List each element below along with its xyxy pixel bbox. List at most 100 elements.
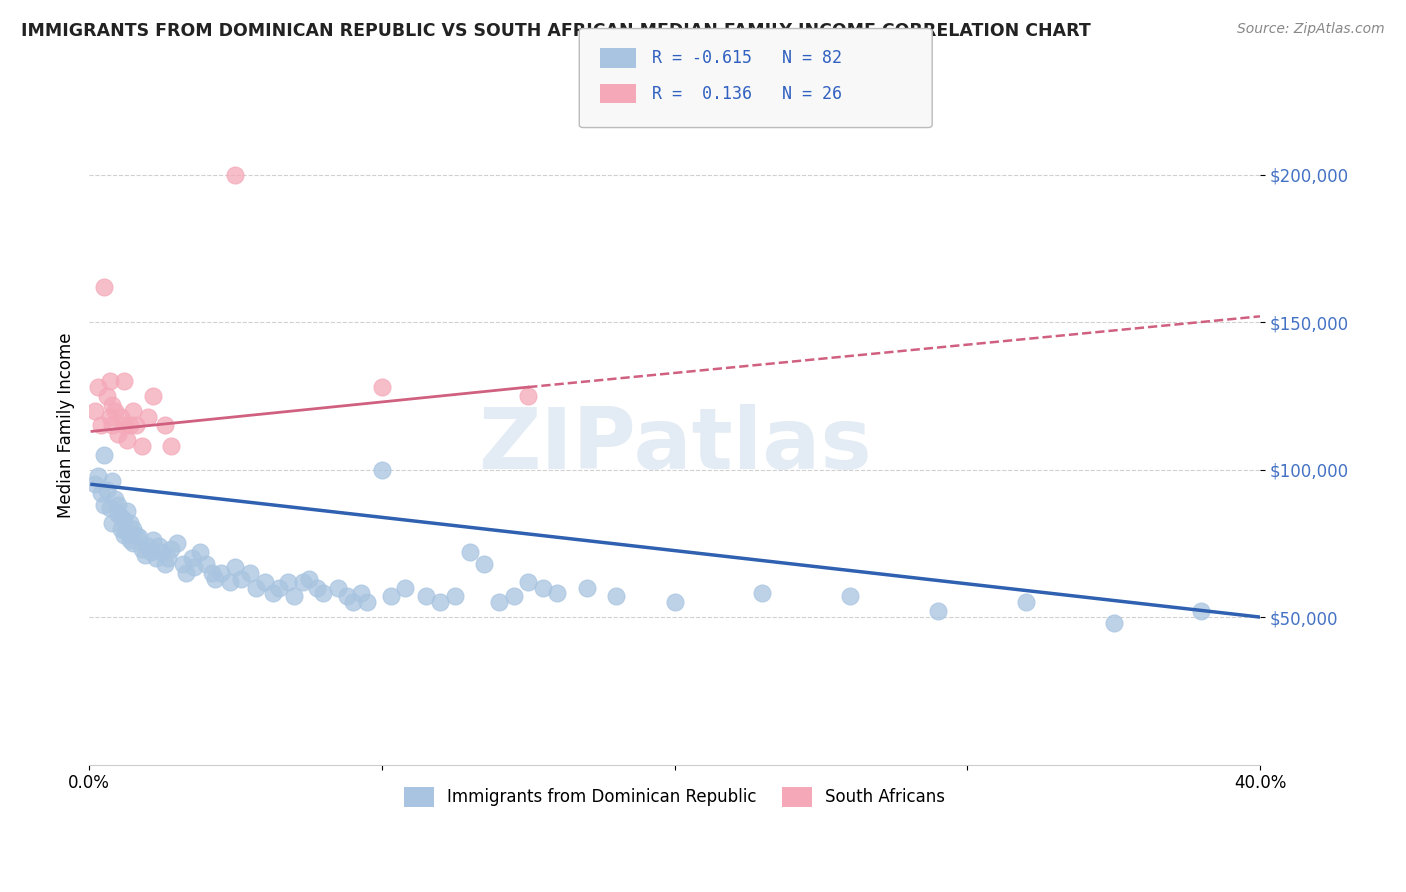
Point [188, 545, 211, 559]
Point [239, 566, 262, 580]
Point [84, 477, 107, 491]
Point [472, 557, 495, 571]
Y-axis label: Median Family Income: Median Family Income [58, 333, 75, 518]
Point [93, 280, 115, 294]
Point [157, 551, 180, 566]
Point [87, 468, 110, 483]
Point [180, 551, 202, 566]
Point [231, 572, 253, 586]
Point [444, 590, 467, 604]
Point [139, 545, 162, 559]
Point [415, 590, 437, 604]
Text: ZIPatlas: ZIPatlas [478, 404, 872, 487]
Point [87, 380, 110, 394]
Point [297, 572, 319, 586]
Point [101, 475, 124, 489]
Point [101, 516, 124, 530]
Point [107, 427, 129, 442]
Point [115, 433, 138, 447]
Point [326, 581, 349, 595]
Point [142, 389, 165, 403]
Point [104, 492, 127, 507]
Point [110, 522, 132, 536]
Point [125, 418, 148, 433]
Point [458, 545, 481, 559]
Text: Source: ZipAtlas.com: Source: ZipAtlas.com [1237, 22, 1385, 37]
Point [112, 418, 135, 433]
Point [101, 398, 124, 412]
Point [84, 403, 107, 417]
Point [502, 590, 524, 604]
Point [122, 403, 145, 417]
Point [224, 168, 246, 182]
Point [96, 389, 118, 403]
Point [115, 524, 138, 539]
Point [380, 590, 402, 604]
Point [93, 448, 115, 462]
Point [394, 581, 416, 595]
Point [115, 504, 138, 518]
Point [148, 539, 170, 553]
Point [118, 418, 141, 433]
Point [128, 531, 150, 545]
Point [839, 590, 862, 604]
Point [263, 586, 285, 600]
Point [98, 409, 121, 424]
Point [342, 595, 364, 609]
Legend: Immigrants from Dominican Republic, South Africans: Immigrants from Dominican Republic, Sout… [398, 780, 952, 814]
Text: R =  0.136   N = 26: R = 0.136 N = 26 [652, 85, 842, 103]
Point [90, 486, 112, 500]
Point [101, 418, 124, 433]
Point [1191, 604, 1213, 618]
Point [291, 574, 314, 589]
Point [153, 557, 176, 571]
Point [118, 516, 141, 530]
Point [209, 566, 232, 580]
Point [118, 533, 141, 548]
Point [350, 586, 373, 600]
Point [307, 581, 329, 595]
Point [195, 557, 218, 571]
Point [336, 590, 359, 604]
Point [201, 566, 224, 580]
Point [112, 513, 135, 527]
Point [429, 595, 451, 609]
Point [371, 380, 394, 394]
Point [531, 581, 554, 595]
Point [312, 586, 335, 600]
Point [110, 509, 132, 524]
Point [107, 507, 129, 521]
Point [166, 536, 188, 550]
Point [160, 542, 183, 557]
Point [160, 439, 183, 453]
Point [183, 560, 205, 574]
Point [546, 586, 568, 600]
Point [605, 590, 627, 604]
Point [142, 533, 165, 548]
Point [517, 574, 540, 589]
Point [112, 527, 135, 541]
Point [356, 595, 378, 609]
Point [174, 566, 197, 580]
Point [224, 560, 246, 574]
Point [131, 439, 153, 453]
Point [664, 595, 686, 609]
Text: R = -0.615   N = 82: R = -0.615 N = 82 [652, 49, 842, 67]
Point [218, 574, 240, 589]
Point [371, 463, 394, 477]
Point [269, 581, 291, 595]
Point [131, 542, 153, 557]
Point [134, 548, 156, 562]
Point [172, 557, 194, 571]
Point [751, 586, 773, 600]
Text: IMMIGRANTS FROM DOMINICAN REPUBLIC VS SOUTH AFRICAN MEDIAN FAMILY INCOME CORRELA: IMMIGRANTS FROM DOMINICAN REPUBLIC VS SO… [21, 22, 1091, 40]
Point [104, 403, 127, 417]
Point [245, 581, 267, 595]
Point [927, 604, 949, 618]
Point [93, 498, 115, 512]
Point [283, 590, 305, 604]
Point [98, 374, 121, 388]
Point [98, 500, 121, 515]
Point [150, 545, 173, 559]
Point [96, 483, 118, 498]
